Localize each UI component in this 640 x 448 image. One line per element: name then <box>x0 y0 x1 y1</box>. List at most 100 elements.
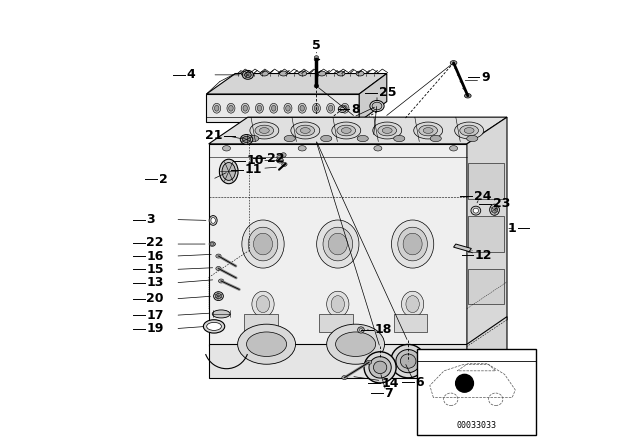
Ellipse shape <box>260 71 268 76</box>
Ellipse shape <box>248 227 278 261</box>
Ellipse shape <box>373 361 387 374</box>
Ellipse shape <box>357 135 368 142</box>
Ellipse shape <box>280 71 287 76</box>
Ellipse shape <box>454 122 484 139</box>
Ellipse shape <box>284 135 295 142</box>
Ellipse shape <box>394 135 405 142</box>
Ellipse shape <box>332 122 361 139</box>
Ellipse shape <box>337 71 345 76</box>
Ellipse shape <box>364 352 396 383</box>
Ellipse shape <box>253 233 273 255</box>
Ellipse shape <box>296 125 315 136</box>
Ellipse shape <box>211 218 216 224</box>
Text: 12: 12 <box>475 249 492 262</box>
Ellipse shape <box>243 70 253 79</box>
Bar <box>319 314 353 332</box>
Text: 8: 8 <box>351 103 360 116</box>
Ellipse shape <box>255 103 264 113</box>
Ellipse shape <box>237 324 296 364</box>
Ellipse shape <box>243 105 248 111</box>
Polygon shape <box>207 73 387 94</box>
Polygon shape <box>209 344 467 378</box>
Ellipse shape <box>473 208 479 213</box>
Ellipse shape <box>335 332 376 357</box>
Ellipse shape <box>403 233 422 255</box>
Ellipse shape <box>243 136 250 142</box>
Text: 17: 17 <box>147 309 164 322</box>
Bar <box>468 216 504 252</box>
Ellipse shape <box>372 122 402 139</box>
Text: 15: 15 <box>147 263 164 276</box>
Ellipse shape <box>259 128 269 134</box>
Ellipse shape <box>430 135 442 142</box>
Ellipse shape <box>339 106 346 112</box>
Text: 6: 6 <box>416 375 424 388</box>
Ellipse shape <box>370 100 384 112</box>
Text: 5: 5 <box>312 39 321 52</box>
Polygon shape <box>467 117 507 346</box>
Ellipse shape <box>341 128 351 134</box>
Bar <box>468 268 504 304</box>
Ellipse shape <box>212 103 221 113</box>
Ellipse shape <box>298 103 306 113</box>
Text: 21: 21 <box>205 129 222 142</box>
Ellipse shape <box>328 233 348 255</box>
Ellipse shape <box>223 146 230 151</box>
Ellipse shape <box>204 320 225 333</box>
Polygon shape <box>207 94 359 121</box>
Ellipse shape <box>284 103 292 113</box>
Ellipse shape <box>328 105 333 111</box>
Text: 20: 20 <box>147 292 164 305</box>
Ellipse shape <box>341 103 349 113</box>
Ellipse shape <box>317 220 359 268</box>
Text: 7: 7 <box>385 387 394 400</box>
Ellipse shape <box>216 254 221 258</box>
Ellipse shape <box>207 323 221 331</box>
Ellipse shape <box>252 291 274 317</box>
Ellipse shape <box>366 360 372 364</box>
Ellipse shape <box>358 327 364 333</box>
Polygon shape <box>467 317 507 378</box>
Ellipse shape <box>242 220 284 268</box>
Bar <box>244 314 278 332</box>
Ellipse shape <box>401 291 424 317</box>
Ellipse shape <box>374 146 382 151</box>
Ellipse shape <box>471 206 481 215</box>
Ellipse shape <box>216 293 221 299</box>
Ellipse shape <box>255 125 274 136</box>
Ellipse shape <box>209 215 217 225</box>
Ellipse shape <box>228 105 233 111</box>
Ellipse shape <box>382 128 392 134</box>
Text: 18: 18 <box>374 323 392 336</box>
Polygon shape <box>454 244 472 252</box>
Ellipse shape <box>406 296 419 313</box>
Ellipse shape <box>337 125 356 136</box>
Ellipse shape <box>378 125 397 136</box>
Ellipse shape <box>460 125 479 136</box>
Text: 24: 24 <box>474 190 491 203</box>
Ellipse shape <box>214 292 223 301</box>
Ellipse shape <box>257 296 269 313</box>
Ellipse shape <box>465 94 471 98</box>
Text: 2: 2 <box>159 173 168 186</box>
Polygon shape <box>209 117 507 144</box>
Ellipse shape <box>342 105 347 111</box>
Ellipse shape <box>276 158 284 163</box>
Circle shape <box>456 375 474 392</box>
Ellipse shape <box>282 162 287 166</box>
Ellipse shape <box>248 135 259 142</box>
Ellipse shape <box>419 125 438 136</box>
Text: 23: 23 <box>493 198 510 211</box>
Polygon shape <box>359 73 387 121</box>
Ellipse shape <box>326 324 385 364</box>
Ellipse shape <box>372 102 382 110</box>
Ellipse shape <box>392 220 434 268</box>
Ellipse shape <box>321 135 332 142</box>
Ellipse shape <box>277 155 281 159</box>
Ellipse shape <box>299 71 307 76</box>
Ellipse shape <box>281 153 286 157</box>
Text: 10: 10 <box>246 154 264 167</box>
Ellipse shape <box>241 103 249 113</box>
Ellipse shape <box>314 105 319 111</box>
Ellipse shape <box>356 71 364 76</box>
